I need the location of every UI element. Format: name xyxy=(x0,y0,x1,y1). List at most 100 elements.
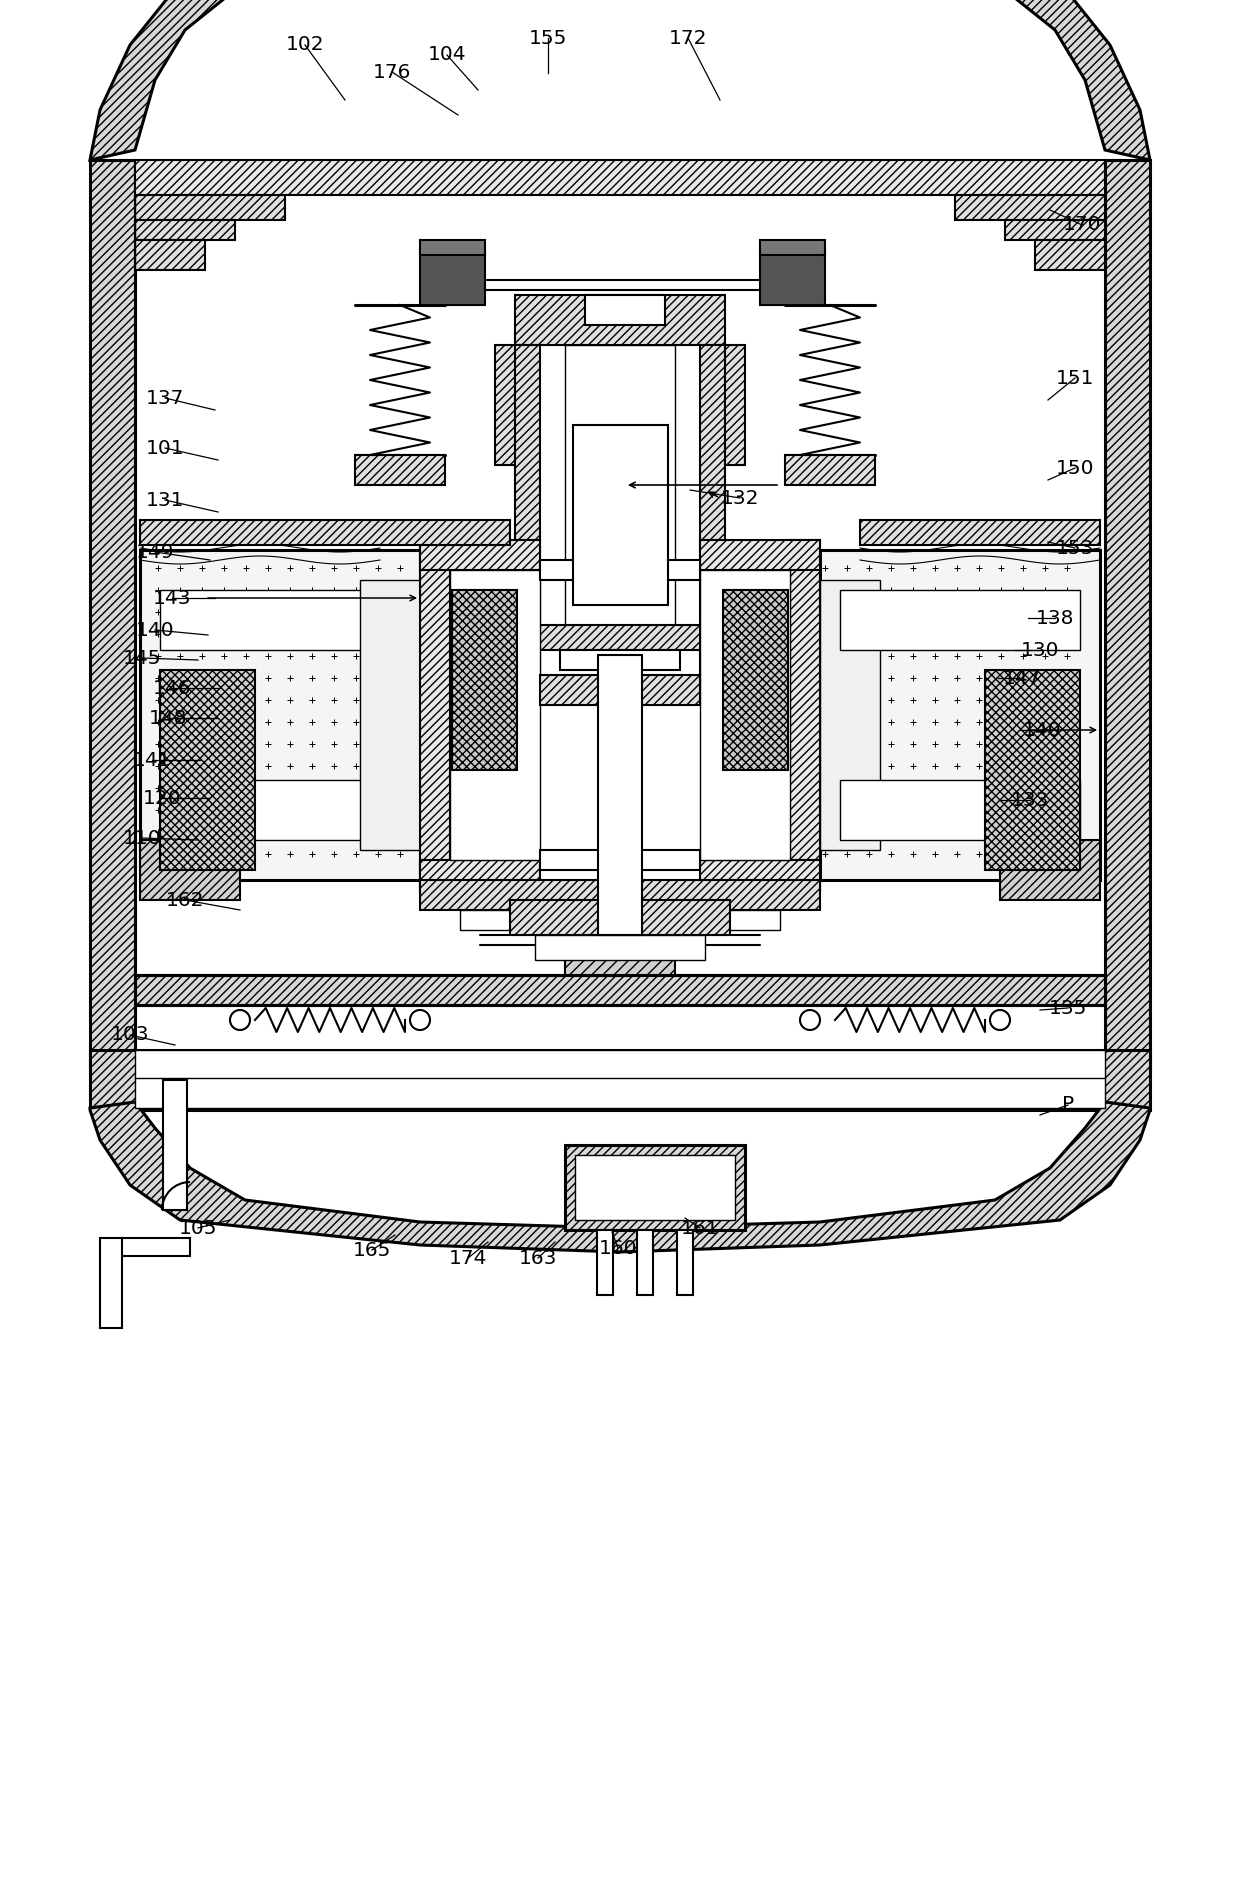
Circle shape xyxy=(800,1010,820,1029)
Bar xyxy=(420,541,450,890)
Bar xyxy=(723,590,787,770)
Bar xyxy=(539,560,701,580)
Bar xyxy=(820,580,880,851)
Bar xyxy=(596,1230,613,1296)
Bar xyxy=(120,1238,190,1256)
Text: 137: 137 xyxy=(146,389,185,408)
Text: 133: 133 xyxy=(1011,791,1049,809)
Bar xyxy=(420,860,539,890)
Bar xyxy=(820,550,1100,881)
Circle shape xyxy=(229,1010,250,1029)
Text: 150: 150 xyxy=(1055,458,1094,477)
Bar xyxy=(701,541,820,571)
Text: 103: 103 xyxy=(110,1025,149,1044)
Bar xyxy=(760,250,825,304)
Bar xyxy=(1004,220,1105,240)
Text: 141: 141 xyxy=(133,751,171,770)
Text: 140: 140 xyxy=(135,620,175,640)
Bar xyxy=(140,839,241,900)
Text: 165: 165 xyxy=(353,1241,391,1260)
Bar xyxy=(510,900,730,935)
Bar xyxy=(539,674,701,704)
Bar xyxy=(565,346,675,665)
Bar xyxy=(135,195,285,220)
Bar xyxy=(1105,160,1149,1070)
Bar xyxy=(450,571,539,860)
Bar xyxy=(701,860,820,890)
Text: 105: 105 xyxy=(179,1219,217,1238)
Bar xyxy=(100,1238,122,1328)
Bar xyxy=(420,541,539,571)
Bar xyxy=(573,424,668,605)
Text: 176: 176 xyxy=(373,62,412,81)
Text: 153: 153 xyxy=(1055,539,1094,558)
Bar xyxy=(355,454,445,485)
Bar xyxy=(135,240,205,270)
Bar xyxy=(785,454,875,485)
Text: 149: 149 xyxy=(135,543,175,562)
Bar xyxy=(560,650,680,670)
Bar xyxy=(515,295,725,346)
Bar xyxy=(637,1230,653,1296)
Bar xyxy=(453,590,517,770)
Bar xyxy=(715,346,745,466)
Text: 120: 120 xyxy=(143,789,181,808)
Text: 131: 131 xyxy=(146,490,185,509)
Bar xyxy=(539,851,701,870)
Bar xyxy=(160,590,401,650)
Bar xyxy=(955,195,1105,220)
Bar xyxy=(790,541,820,890)
Polygon shape xyxy=(91,0,1149,160)
Bar xyxy=(575,1155,735,1221)
Bar xyxy=(1035,240,1105,270)
Text: 143: 143 xyxy=(153,588,191,607)
Bar xyxy=(539,625,701,650)
Text: 102: 102 xyxy=(285,36,325,54)
Circle shape xyxy=(990,1010,1011,1029)
Bar xyxy=(565,950,675,975)
Text: 101: 101 xyxy=(145,438,185,458)
Bar xyxy=(760,240,825,255)
Text: 162: 162 xyxy=(166,890,205,909)
Text: 148: 148 xyxy=(149,708,187,727)
Bar xyxy=(515,346,539,674)
Bar xyxy=(861,520,1100,545)
Text: 170: 170 xyxy=(1063,216,1101,235)
Text: 147: 147 xyxy=(1003,669,1042,687)
Bar xyxy=(162,1080,187,1209)
Text: 130: 130 xyxy=(1021,640,1059,659)
Bar xyxy=(701,346,725,674)
Bar xyxy=(91,160,135,1070)
Bar xyxy=(140,550,420,881)
Bar xyxy=(985,670,1080,870)
Bar xyxy=(839,590,1080,650)
Bar xyxy=(701,571,790,860)
Circle shape xyxy=(410,1010,430,1029)
Bar xyxy=(565,1146,745,1230)
Text: 151: 151 xyxy=(1055,368,1094,387)
Text: 110: 110 xyxy=(123,828,161,847)
Bar xyxy=(999,839,1100,900)
Polygon shape xyxy=(91,1102,1149,1253)
Bar xyxy=(598,655,642,935)
Text: 132: 132 xyxy=(720,488,759,507)
Bar xyxy=(360,580,420,851)
Bar xyxy=(420,240,485,255)
Bar xyxy=(839,779,1080,839)
Text: 161: 161 xyxy=(681,1219,719,1238)
Text: 138: 138 xyxy=(1035,608,1074,627)
Text: P: P xyxy=(1061,1095,1074,1114)
Bar xyxy=(534,935,706,960)
Bar xyxy=(135,160,1105,195)
Text: 174: 174 xyxy=(449,1249,487,1268)
Text: 104: 104 xyxy=(428,45,466,64)
Bar xyxy=(420,881,820,911)
Text: 140: 140 xyxy=(1023,721,1061,740)
Bar xyxy=(495,346,525,466)
Bar xyxy=(91,1050,1149,1110)
Bar xyxy=(135,975,1105,1005)
Bar xyxy=(135,1050,1105,1108)
Text: 155: 155 xyxy=(528,28,567,47)
Bar xyxy=(160,670,255,870)
Bar xyxy=(677,1230,693,1296)
